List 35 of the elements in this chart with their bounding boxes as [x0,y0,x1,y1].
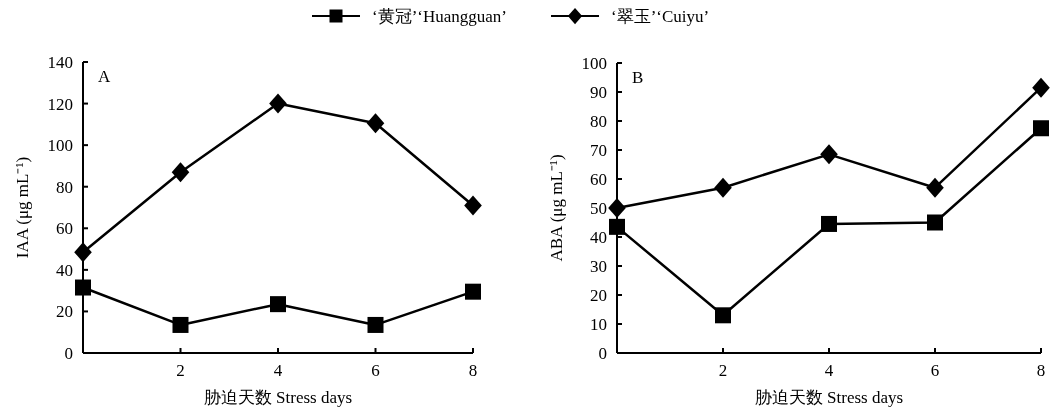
y-axis-title: IAA (μg mL⁻¹) [13,156,32,259]
y-tick-label: 100 [581,54,607,73]
y-tick-label: 10 [590,315,607,334]
y-tick-label: 0 [64,344,73,363]
y-tick-label: 120 [47,94,73,114]
y-tick-label: 100 [47,136,73,156]
x-axis-title: 胁迫天数 Stress days [754,388,904,407]
y-tick-label: 20 [56,302,73,322]
x-tick-label: 2 [176,361,185,380]
x-tick-label: 4 [824,361,834,380]
y-tick-label: 140 [47,53,73,72]
x-tick-label: 6 [371,361,380,380]
annotation: A [98,67,111,86]
legend-label: ‘翠玉’‘Cuiyu’ [611,7,710,26]
x-tick-label: 8 [468,361,478,380]
y-tick-label: 70 [590,141,607,160]
y-tick-label: 30 [590,257,607,276]
y-tick-label: 60 [56,219,73,239]
y-tick-label: 50 [590,199,607,218]
y-tick-label: 0 [598,344,607,363]
y-tick-label: 60 [590,170,607,189]
x-tick-label: 2 [718,361,728,380]
y-tick-label: 80 [590,112,607,131]
x-tick-label: 4 [273,361,283,380]
y-tick-label: 80 [56,177,73,197]
y-tick-label: 90 [590,83,607,102]
annotation: B [632,68,644,87]
y-tick-label: 20 [590,286,607,305]
y-axis-title: ABA (μg mL⁻¹) [547,154,566,262]
x-tick-label: 8 [1036,361,1046,380]
x-axis-title: 胁迫天数 Stress days [203,388,353,407]
y-tick-label: 40 [56,260,73,280]
legend-label: ‘黄冠’‘Huangguan’ [372,7,508,26]
y-tick-label: 40 [590,228,607,247]
x-tick-label: 6 [930,361,940,380]
